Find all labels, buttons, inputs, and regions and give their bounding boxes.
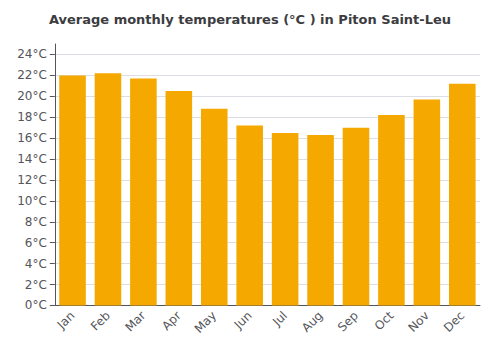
svg-text:8°C: 8°C: [25, 215, 47, 229]
svg-text:4°C: 4°C: [25, 257, 47, 271]
svg-text:24°C: 24°C: [17, 47, 47, 61]
svg-text:Dec: Dec: [441, 309, 467, 335]
svg-text:May: May: [192, 309, 219, 336]
svg-text:Average monthly temperatures (: Average monthly temperatures (°C ) in Pi…: [49, 12, 451, 27]
svg-text:Jun: Jun: [231, 309, 255, 333]
svg-text:Sep: Sep: [335, 309, 361, 335]
svg-text:Feb: Feb: [88, 309, 113, 334]
svg-text:Oct: Oct: [372, 308, 397, 333]
svg-text:12°C: 12°C: [17, 173, 47, 187]
svg-text:0°C: 0°C: [25, 298, 47, 312]
svg-text:Nov: Nov: [405, 309, 431, 335]
svg-text:20°C: 20°C: [17, 89, 47, 103]
svg-text:14°C: 14°C: [17, 152, 47, 166]
svg-text:22°C: 22°C: [17, 68, 47, 82]
svg-text:6°C: 6°C: [25, 236, 47, 250]
svg-text:Mar: Mar: [122, 308, 148, 334]
svg-text:Jul: Jul: [269, 309, 290, 330]
svg-text:16°C: 16°C: [17, 131, 47, 145]
svg-text:Jan: Jan: [54, 309, 78, 333]
svg-text:10°C: 10°C: [17, 194, 47, 208]
svg-text:18°C: 18°C: [17, 110, 47, 124]
svg-text:Aug: Aug: [299, 309, 325, 335]
svg-text:2°C: 2°C: [25, 278, 47, 292]
svg-text:Apr: Apr: [159, 308, 184, 333]
